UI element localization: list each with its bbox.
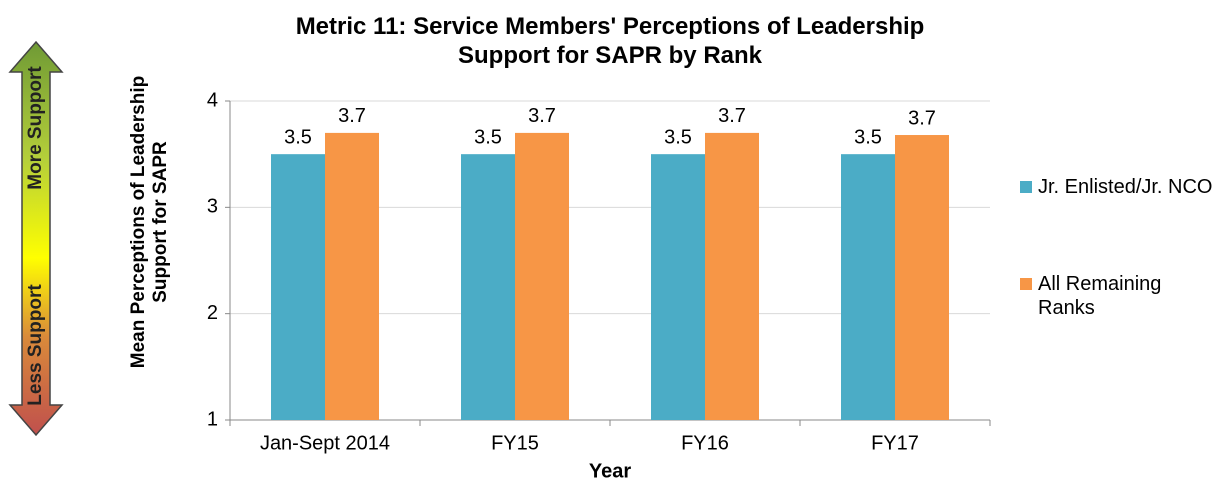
legend-swatch — [1020, 278, 1032, 290]
legend-swatch — [1020, 181, 1032, 193]
legend-label: Jr. Enlisted/Jr. NCO — [1038, 176, 1213, 198]
x-tick-label: FY17 — [871, 432, 919, 454]
chart-title: Metric 11: Service Members' Perceptions … — [295, 13, 925, 69]
x-tick-label: Jan-Sept 2014 — [260, 432, 390, 454]
bar — [325, 132, 379, 420]
y-tick-label: 1 — [207, 408, 218, 430]
legend-item: All Remaining Ranks — [1020, 272, 1213, 320]
data-label: 3.7 — [718, 105, 746, 127]
y-tick-label: 4 — [207, 89, 218, 111]
y-tick-label: 3 — [207, 196, 218, 218]
legend-label: All Remaining Ranks — [1038, 273, 1162, 319]
bar — [515, 132, 569, 420]
bar — [651, 154, 705, 420]
data-label: 3.7 — [528, 105, 556, 127]
x-tick-label: FY15 — [491, 432, 539, 454]
more-support-label: More Support — [25, 66, 46, 190]
y-tick-label: 2 — [207, 302, 218, 324]
data-label: 3.5 — [474, 126, 502, 148]
bar — [461, 154, 515, 420]
data-label: 3.5 — [854, 126, 882, 148]
bar — [895, 135, 949, 420]
less-support-label: Less Support — [25, 284, 46, 406]
data-label: 3.7 — [908, 107, 936, 129]
x-axis-label: Year — [589, 460, 631, 482]
bar — [271, 154, 325, 420]
y-axis-label: Mean Perceptions of Leadership Support f… — [128, 75, 171, 369]
legend-item: Jr. Enlisted/Jr. NCO — [1020, 175, 1213, 199]
bar — [841, 154, 895, 420]
x-tick-label: FY16 — [681, 432, 729, 454]
data-label: 3.5 — [284, 126, 312, 148]
bar — [705, 132, 759, 420]
data-label: 3.5 — [664, 126, 692, 148]
support-arrow — [8, 40, 64, 437]
data-label: 3.7 — [338, 105, 366, 127]
